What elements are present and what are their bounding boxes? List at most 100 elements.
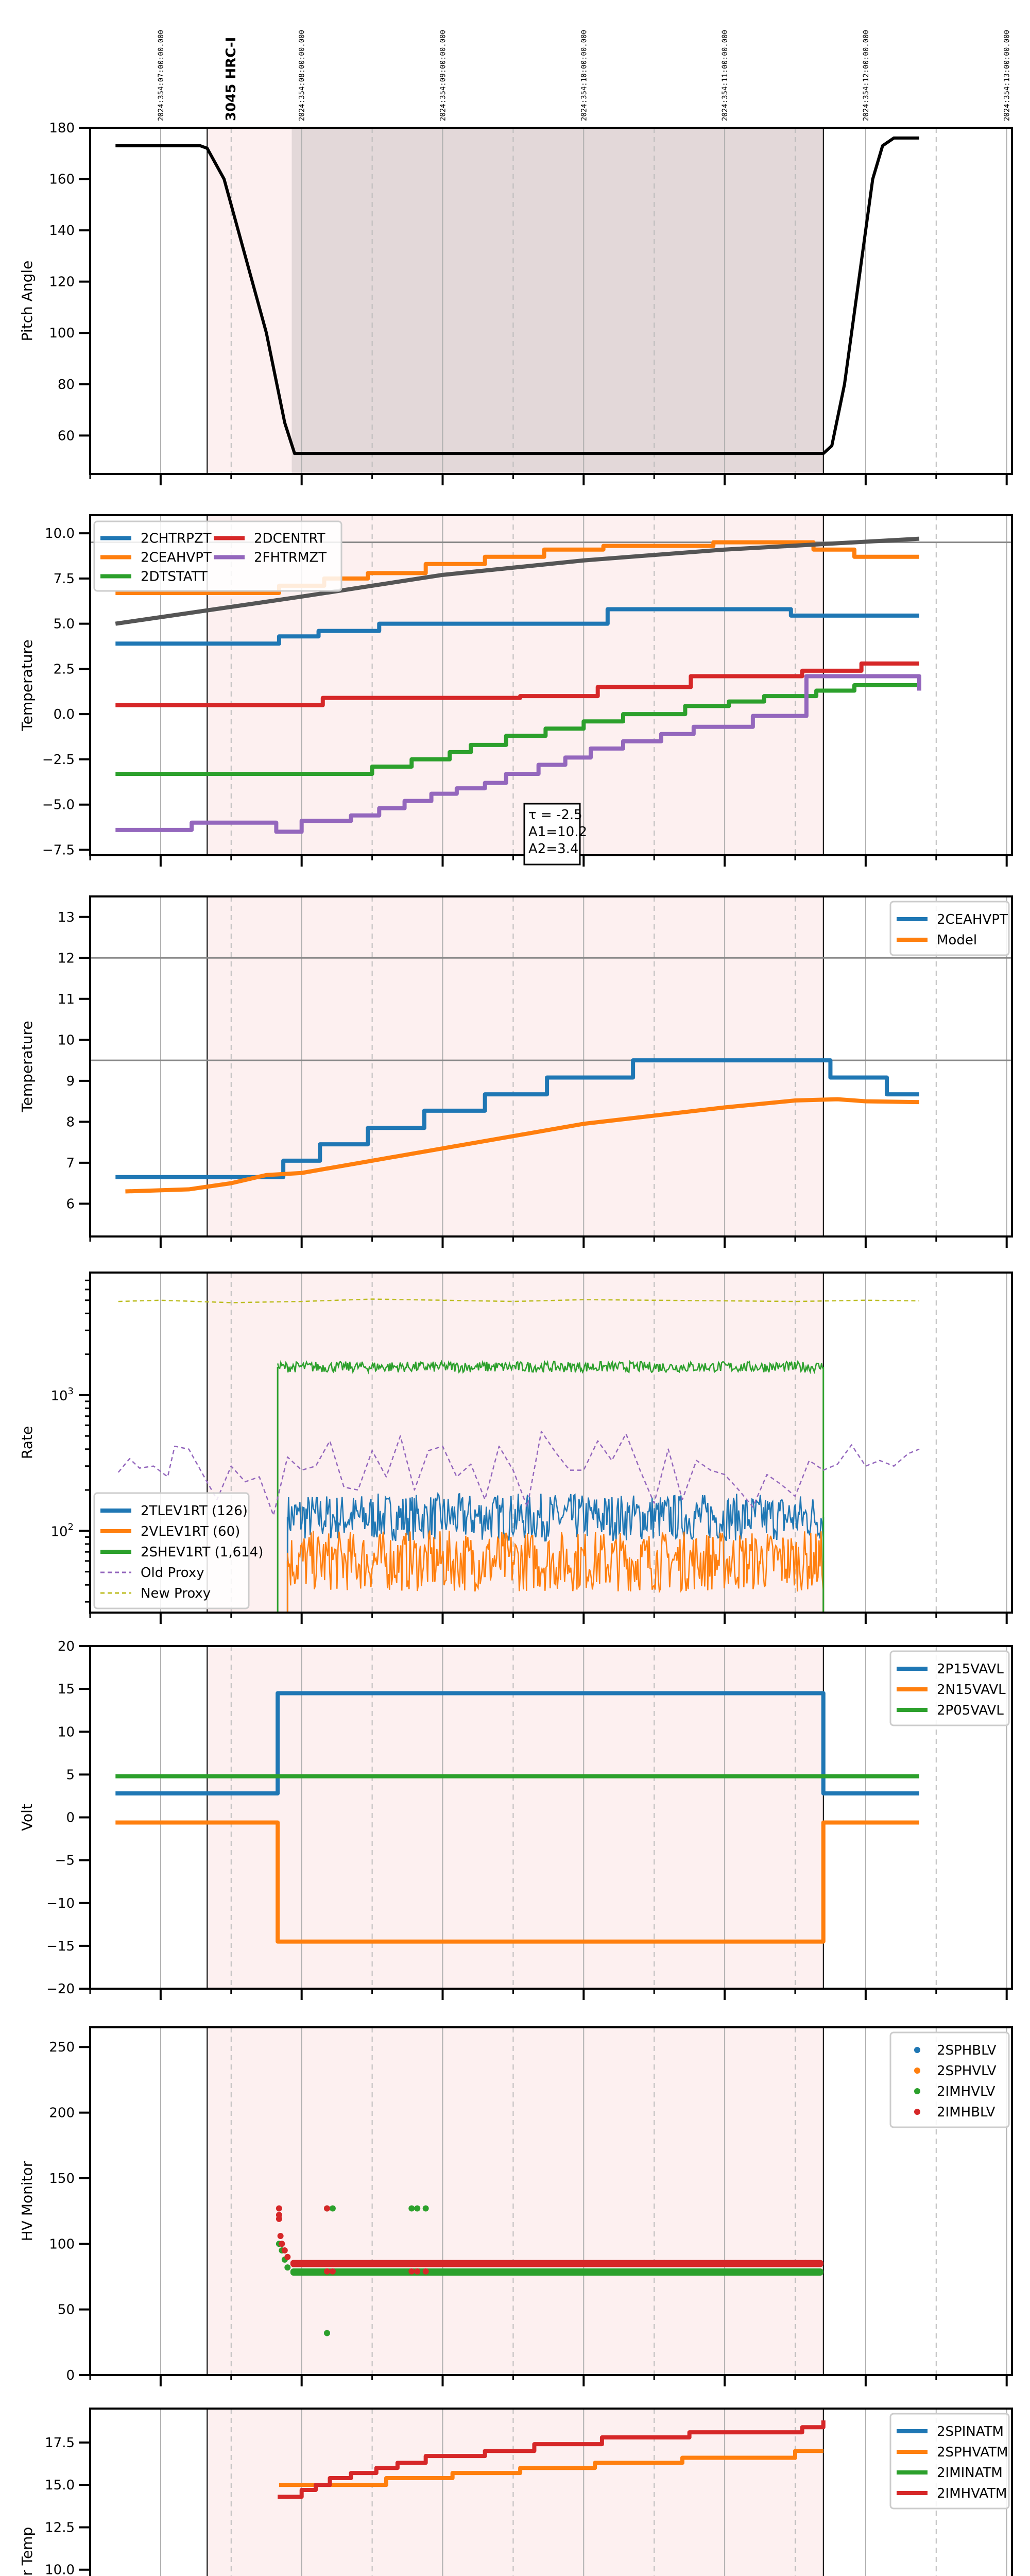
top-time-label: 2024:354:13:00:00.000 <box>1003 30 1011 121</box>
y-tick-label: −5.0 <box>42 798 75 813</box>
y-tick-label: 6 <box>66 1196 75 1212</box>
legend-label: Old Proxy <box>141 1565 204 1581</box>
y-tick-label: 10.0 <box>45 2563 75 2576</box>
y-axis-label: Volt <box>19 1804 36 1831</box>
panel-7: 0.02.55.07.510.012.515.017.5Detector Tem… <box>19 2408 1013 2576</box>
scatter-point <box>323 2268 330 2275</box>
legend-label: 2FHTRMZT <box>254 550 327 566</box>
scatter-point <box>279 2241 285 2247</box>
legend-label: 2P05VAVL <box>937 1703 1004 1718</box>
y-tick-label: 120 <box>49 275 75 290</box>
y-tick-label: 2.5 <box>54 662 75 677</box>
y-tick-label: 80 <box>58 377 75 393</box>
legend-label: 2IMHVLV <box>937 2084 995 2099</box>
y-tick-label: 0 <box>66 1810 75 1826</box>
legend-label: 2IMHVATM <box>937 2486 1007 2501</box>
scatter-point <box>414 2268 421 2275</box>
scatter-point <box>284 2264 291 2271</box>
y-tick-label: 12 <box>58 951 75 966</box>
series-line <box>115 1691 919 1795</box>
shaded-interval <box>207 1646 823 1989</box>
legend-box <box>93 1492 250 1609</box>
legend-box <box>889 2031 1010 2128</box>
legend-marker <box>914 2067 920 2074</box>
plot-frame <box>89 2026 1013 2376</box>
top-time-label: 2024:354:07:00:00.000 <box>157 30 165 121</box>
top-time-label: 2024:354:12:00:00.000 <box>862 30 870 121</box>
y-tick-label: 9 <box>66 1074 75 1089</box>
y-tick-label: −5 <box>55 1853 75 1869</box>
top-time-label: 2024:354:11:00:00.000 <box>721 30 729 121</box>
series-line <box>125 1097 920 1194</box>
y-tick-label: 10 <box>58 1032 75 1048</box>
legend-marker <box>914 2088 920 2094</box>
obsid-label: 3045 HRC-I <box>224 37 239 121</box>
legend-label: 2CHTRPZT <box>141 531 212 547</box>
series-line <box>115 536 920 626</box>
y-tick-label: 15.0 <box>45 2478 75 2493</box>
scatter-point <box>284 2253 291 2260</box>
scatter-band <box>290 2260 823 2267</box>
scatter-band <box>290 2268 823 2276</box>
y-tick-label: 180 <box>49 121 75 136</box>
plot-frame <box>89 2408 1013 2576</box>
legend-marker <box>914 2047 920 2053</box>
top-time-label: 2024:354:10:00:00.000 <box>580 30 588 121</box>
series-line <box>279 2449 823 2487</box>
y-tick-label: 0 <box>66 2368 75 2383</box>
legend-label: New Proxy <box>141 1586 211 1601</box>
y-tick-label: 100 <box>49 2236 75 2252</box>
plot-frame <box>89 895 1013 1238</box>
plot-frame <box>89 127 1013 475</box>
y-tick-label: 11 <box>58 992 75 1007</box>
legend-box <box>889 2413 1010 2510</box>
scatter-point <box>414 2205 421 2212</box>
y-tick-label: 5 <box>66 1767 75 1783</box>
legend-label: 2SHEV1RT (1,614) <box>141 1545 263 1560</box>
scatter-point <box>422 2268 429 2275</box>
y-tick-label: 15 <box>58 1682 75 1697</box>
panel-5: −20 −15 −10 −5 0 5 10 15 20 Volt 2P15VAVL 2N15VAVL 2… <box>19 1639 1013 2000</box>
y-tick-label: 140 <box>49 223 75 239</box>
legend-label: 2DTSTATT <box>141 569 208 585</box>
legend-label: 2VLEV1RT (60) <box>141 1524 240 1539</box>
y-tick-label: 7.5 <box>54 571 75 587</box>
y-tick-label: 13 <box>58 910 75 925</box>
legend-label: 2SPHBLV <box>937 2043 997 2058</box>
panel-2: −7.5 −5.0 −2.5 0.0 2.5 5.0 7.5 10.0 Temperature τ… <box>19 514 1013 867</box>
y-tick-label: 7 <box>66 1156 75 1171</box>
legend-label: 2P15VAVL <box>937 1662 1004 1677</box>
scatter-point <box>276 2215 282 2222</box>
scatter-point <box>277 2233 284 2239</box>
scatter-point <box>323 2205 330 2212</box>
legend-label: 2IMHBLV <box>937 2105 995 2120</box>
y-tick-label: 102 <box>50 1521 74 1539</box>
legend-label: 2IMINATM <box>937 2465 1003 2481</box>
y-axis-label: Rate <box>19 1426 36 1459</box>
scatter-point <box>408 2205 415 2212</box>
y-tick-label: 10 <box>58 1724 75 1740</box>
y-tick-label: 160 <box>49 172 75 188</box>
y-tick-label: 200 <box>49 2106 75 2121</box>
legend-marker <box>914 2109 920 2115</box>
annotation-text: A2=3.4 <box>528 841 578 857</box>
y-tick-label: 103 <box>50 1386 74 1404</box>
legend-label: 2SPHVLV <box>937 2063 997 2079</box>
y-tick-label: −10 <box>46 1896 75 1911</box>
plot-frame <box>89 1272 1013 1614</box>
panel-6: 0 50 100 150 200 250 HV Monitor 2SPHBLV 2SPHVLV 2… <box>19 2026 1013 2386</box>
y-axis-label: Detector Temp <box>19 2527 36 2576</box>
shaded-interval <box>207 896 823 1236</box>
legend-label: 2CEAHVPT <box>141 550 212 566</box>
panel-1: 60 80 100 120 140 160 180 Pitch Angle <box>19 121 1013 485</box>
series-line <box>117 1431 920 1516</box>
y-axis-label: Temperature <box>19 1021 36 1112</box>
y-tick-label: 100 <box>49 326 75 341</box>
series-line <box>115 136 919 455</box>
legend-label: Model <box>937 933 977 948</box>
y-tick-label: 5.0 <box>54 617 75 632</box>
series-line <box>115 1058 919 1179</box>
panel-4: 102 103 Rate 2TLEV1RT (126) 2VLEV1RT (60) 2SH… <box>19 1272 1013 1624</box>
scatter-point <box>281 2247 288 2254</box>
shaded-interval <box>207 1273 823 1613</box>
